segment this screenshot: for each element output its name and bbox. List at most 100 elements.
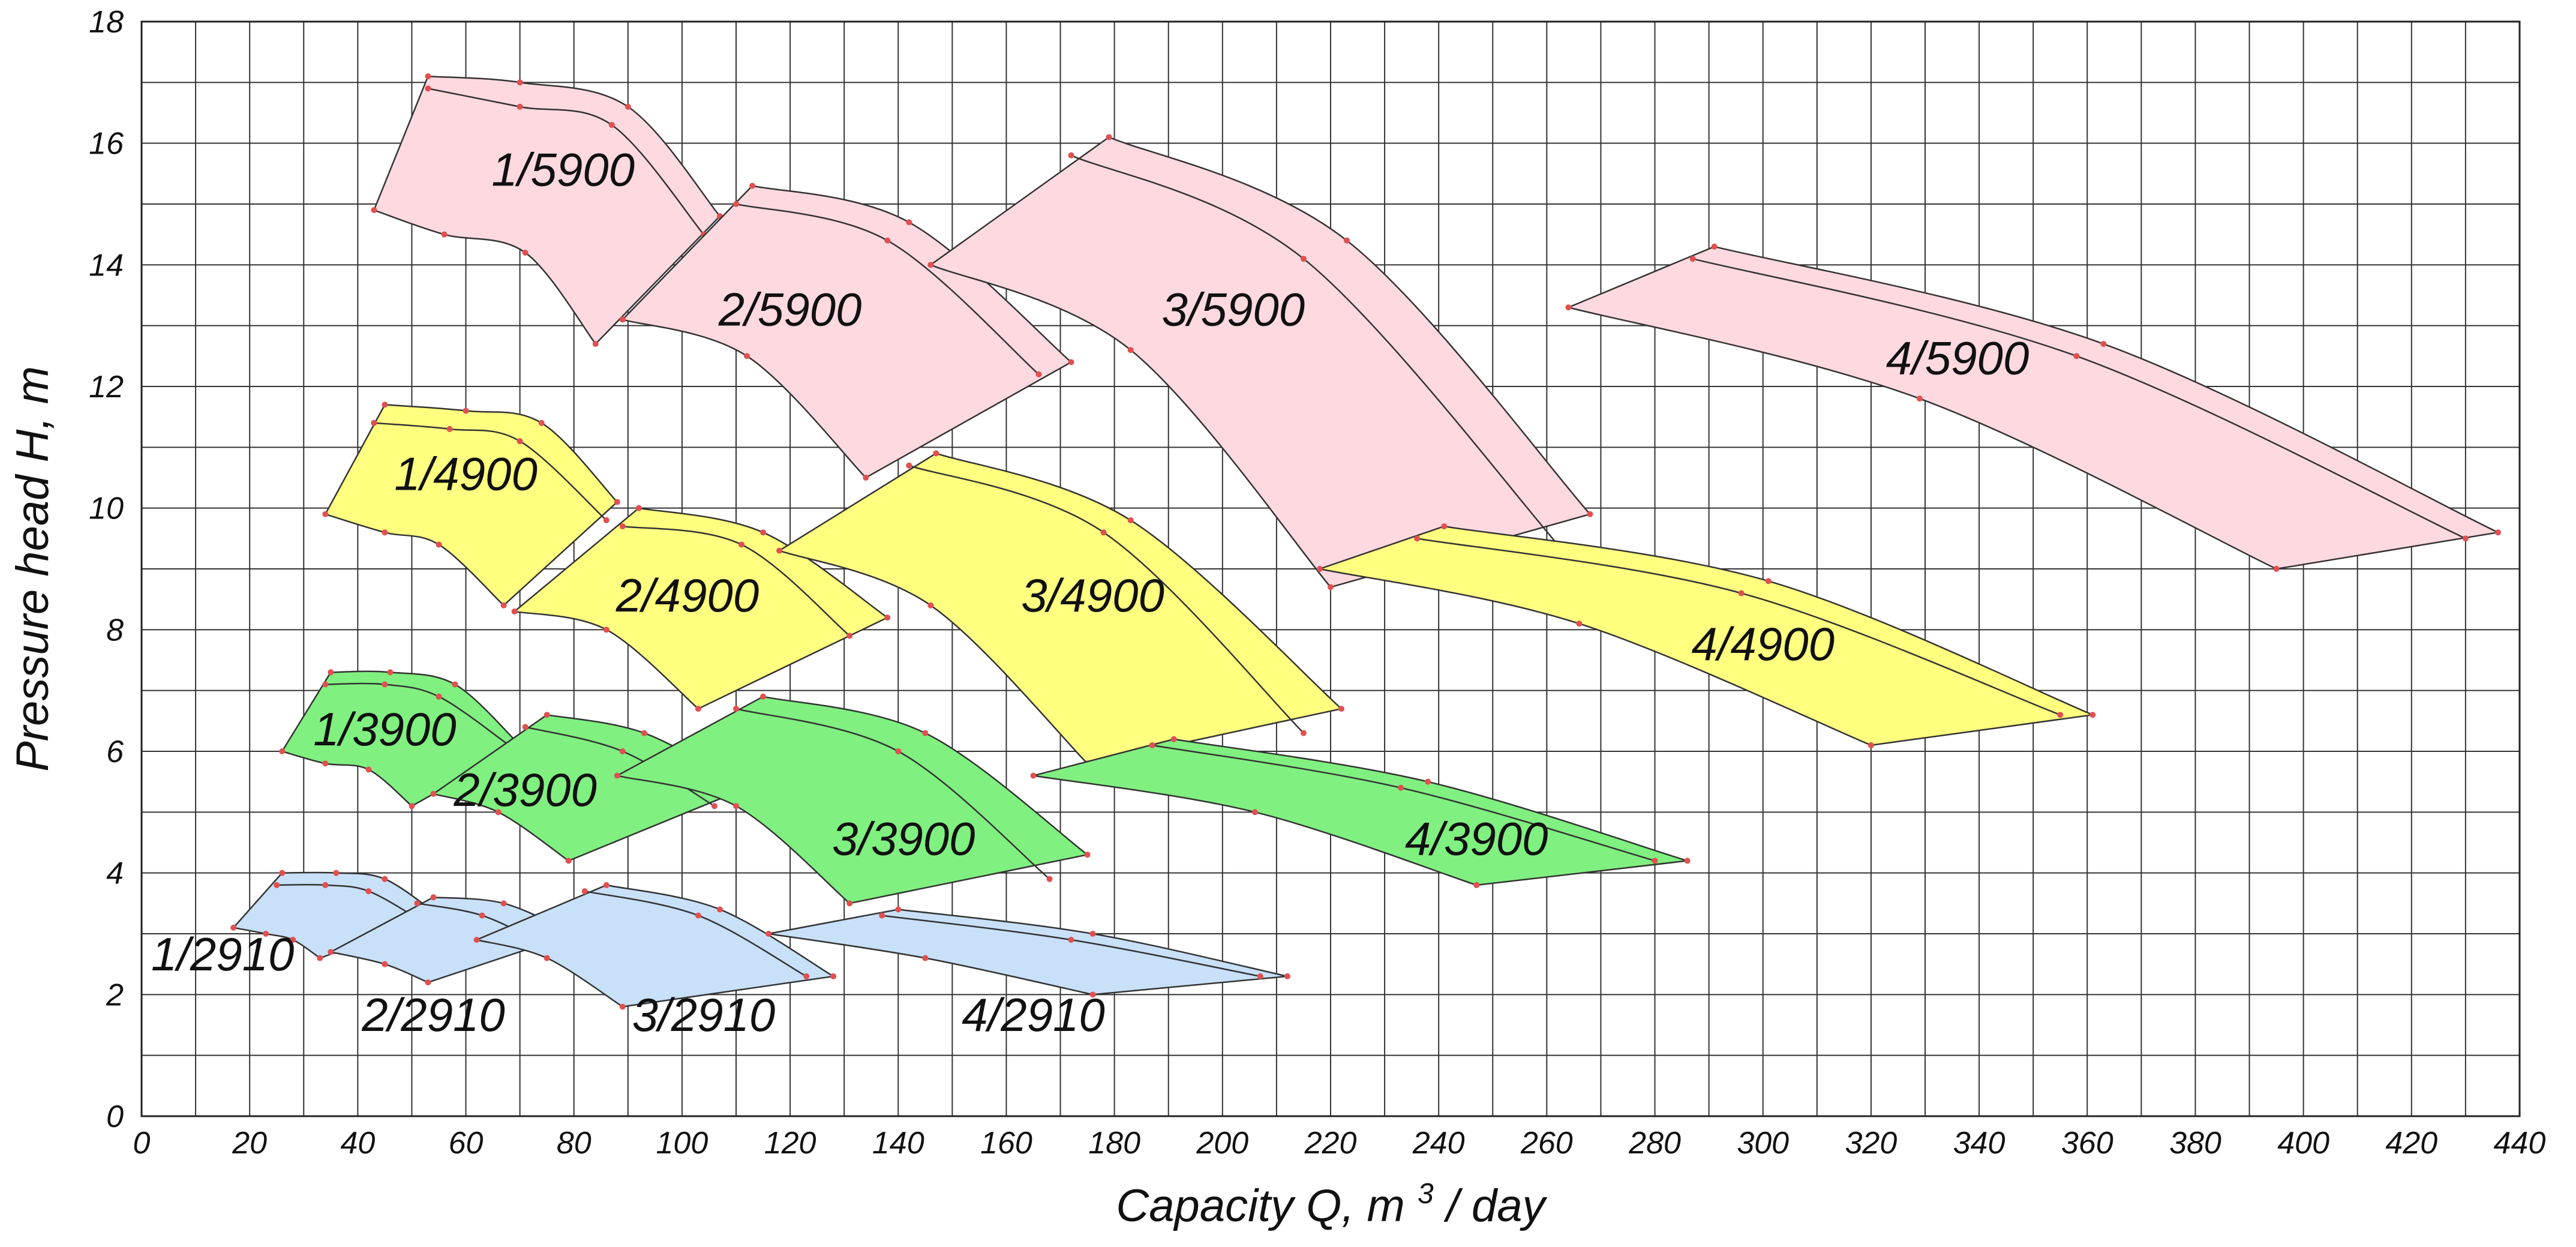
data-point <box>425 85 431 92</box>
x-tick-label: 340 <box>1953 1126 2005 1161</box>
data-point <box>760 529 767 536</box>
x-tick-label: 60 <box>449 1126 484 1161</box>
data-point <box>452 681 458 688</box>
region-label: 3/3900 <box>832 812 975 865</box>
region-4-3900 <box>1030 736 1691 888</box>
data-point <box>382 961 388 967</box>
x-axis-title-superscript: 3 <box>1418 1178 1434 1210</box>
data-point <box>603 882 610 888</box>
data-point <box>1149 742 1155 748</box>
data-point <box>803 973 810 979</box>
data-point <box>500 602 507 608</box>
region-label: 1/2910 <box>151 928 295 981</box>
data-point <box>1300 730 1307 736</box>
data-point <box>608 122 615 128</box>
data-point <box>522 724 529 730</box>
data-point <box>1684 858 1691 864</box>
data-point <box>517 79 523 86</box>
x-tick-label: 260 <box>1520 1126 1573 1161</box>
x-axis-title: Capacity Q, m 3 / day <box>1116 1162 1547 1231</box>
data-point <box>2073 353 2080 359</box>
data-point <box>879 912 885 919</box>
data-point <box>1425 778 1431 785</box>
data-point <box>2057 712 2064 718</box>
data-point <box>846 633 853 639</box>
data-point <box>1046 876 1053 882</box>
data-point <box>1565 304 1572 311</box>
data-point <box>1868 742 1874 748</box>
y-tick-label: 8 <box>106 613 124 648</box>
region-area <box>768 909 1288 996</box>
data-point <box>2273 566 2280 572</box>
data-point <box>895 748 902 754</box>
data-point <box>371 207 377 214</box>
region-label: 2/2910 <box>361 988 505 1041</box>
region-3-3900 <box>614 693 1091 907</box>
data-point <box>1652 858 1658 864</box>
data-point <box>1068 359 1074 365</box>
data-point <box>922 955 929 961</box>
data-point <box>1127 347 1134 353</box>
data-point <box>409 803 415 810</box>
region-label: 2/4900 <box>616 569 759 622</box>
x-tick-label: 40 <box>340 1126 375 1161</box>
y-tick-label: 4 <box>106 856 124 891</box>
y-axis-title: Pressure head H, m <box>7 366 58 772</box>
x-tick-label: 420 <box>2385 1126 2437 1161</box>
data-point <box>1316 566 1323 572</box>
data-point <box>365 888 372 895</box>
x-axis-title-suffix: / day <box>1443 1180 1548 1231</box>
x-tick-label: 100 <box>656 1126 708 1161</box>
region-label: 3/5900 <box>1162 283 1305 336</box>
data-point <box>733 803 739 810</box>
data-point <box>716 906 723 913</box>
data-point <box>328 669 334 676</box>
x-tick-label: 80 <box>557 1126 592 1161</box>
pump-regions: 1/5900 2/5900 3/5900 4/5900 1/4900 2/4900 3/49… <box>151 73 2501 1041</box>
data-point <box>776 547 783 554</box>
data-point <box>733 706 739 712</box>
region-label: 3/2910 <box>632 988 776 1041</box>
x-tick-label: 220 <box>1304 1126 1357 1161</box>
data-point <box>279 870 286 876</box>
region-label: 1/4900 <box>394 447 538 500</box>
data-point <box>1338 706 1345 712</box>
data-point <box>592 341 599 347</box>
data-point <box>387 669 394 676</box>
data-point <box>544 712 550 718</box>
y-tick-label: 2 <box>106 978 124 1012</box>
data-point <box>274 882 280 888</box>
data-point <box>614 499 620 505</box>
data-point <box>1473 882 1480 888</box>
data-point <box>603 627 610 633</box>
data-point <box>625 103 631 110</box>
x-tick-label: 240 <box>1412 1126 1465 1161</box>
data-point <box>619 748 626 754</box>
data-point <box>1576 620 1583 627</box>
data-point <box>2089 712 2096 718</box>
data-point <box>1170 736 1177 742</box>
data-point <box>1100 529 1107 536</box>
region-label: 2/3900 <box>453 763 597 816</box>
data-point <box>603 517 610 523</box>
data-point <box>382 401 388 408</box>
region-label: 4/4900 <box>1691 617 1835 670</box>
x-tick-label: 320 <box>1845 1126 1898 1161</box>
data-point <box>744 353 750 359</box>
x-tick-label: 0 <box>133 1126 151 1161</box>
data-point <box>317 955 323 961</box>
x-tick-label: 280 <box>1628 1126 1681 1161</box>
x-tick-label: 180 <box>1088 1126 1140 1161</box>
region-2-4900 <box>511 505 891 712</box>
data-point <box>695 706 701 712</box>
x-tick-label: 140 <box>872 1126 924 1161</box>
x-tick-label: 400 <box>2277 1126 2329 1161</box>
data-point <box>830 973 837 979</box>
data-point <box>425 979 431 986</box>
region-label: 1/3900 <box>313 703 457 756</box>
data-point <box>1765 578 1772 584</box>
y-tick-label: 14 <box>89 248 124 283</box>
data-point <box>500 900 507 907</box>
data-point <box>738 541 745 548</box>
x-tick-label: 360 <box>2061 1126 2113 1161</box>
